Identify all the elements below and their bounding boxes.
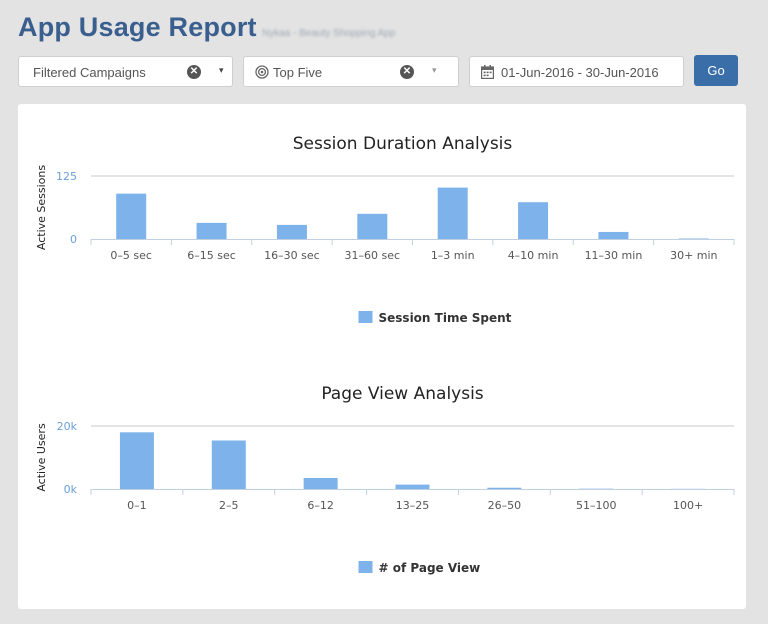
x-tick-label: 13–25 bbox=[396, 499, 430, 512]
y-axis-label: Active Users bbox=[35, 423, 48, 492]
page-title: App Usage Report bbox=[18, 12, 257, 42]
date-range-input[interactable]: 01-Jun-2016 - 30-Jun-2016 bbox=[469, 56, 684, 87]
bar bbox=[357, 213, 388, 239]
x-tick-label: 100+ bbox=[673, 499, 703, 512]
bar bbox=[598, 231, 629, 239]
clear-icon[interactable]: ✕ bbox=[400, 65, 414, 79]
x-tick-label: 11–30 min bbox=[585, 249, 643, 262]
go-button[interactable]: Go bbox=[694, 55, 738, 86]
x-tick-label: 51–100 bbox=[576, 499, 617, 512]
bar bbox=[196, 222, 227, 239]
top-filter-select[interactable]: Top Five ✕ ▾ bbox=[243, 56, 459, 87]
bar bbox=[518, 202, 549, 239]
campaign-filter-value: Filtered Campaigns bbox=[33, 65, 146, 80]
bar bbox=[276, 224, 307, 239]
x-tick-label: 30+ min bbox=[670, 249, 717, 262]
y-tick-label: 125 bbox=[56, 170, 77, 183]
calendar-icon bbox=[481, 65, 494, 79]
legend-swatch bbox=[358, 311, 373, 323]
charts-svg: Session Duration Analysis 0 125 Active Sess… bbox=[35, 134, 735, 575]
legend-swatch bbox=[358, 561, 373, 573]
x-tick-label: 6–15 sec bbox=[187, 249, 236, 262]
x-tick-label: 6–12 bbox=[307, 499, 334, 512]
chart-title: Session Duration Analysis bbox=[293, 134, 513, 154]
clear-icon[interactable]: ✕ bbox=[187, 65, 201, 79]
x-tick-label: 0–5 sec bbox=[110, 249, 152, 262]
bar bbox=[303, 477, 338, 489]
bar bbox=[437, 187, 468, 239]
app-name-subtitle: Nykaa - Beauty Shopping App bbox=[262, 28, 396, 39]
campaign-filter-select[interactable]: Filtered Campaigns ✕ ▾ bbox=[18, 56, 233, 87]
x-tick-label: 0–1 bbox=[127, 499, 147, 512]
chart-title: Page View Analysis bbox=[321, 384, 483, 404]
legend-label: Session Time Spent bbox=[379, 311, 512, 325]
y-tick-label: 20k bbox=[57, 420, 78, 433]
legend-label: # of Page View bbox=[379, 561, 481, 575]
bar bbox=[116, 193, 147, 239]
top-filter-value: Top Five bbox=[273, 65, 323, 80]
bar bbox=[211, 440, 246, 489]
x-tick-label: 16–30 sec bbox=[264, 249, 320, 262]
date-range-value: 01-Jun-2016 - 30-Jun-2016 bbox=[501, 65, 659, 80]
x-tick-label: 4–10 min bbox=[508, 249, 559, 262]
x-tick-label: 1–3 min bbox=[431, 249, 475, 262]
bar bbox=[487, 487, 522, 489]
y-tick-label: 0 bbox=[70, 233, 77, 246]
bar bbox=[119, 432, 154, 489]
bar bbox=[678, 238, 709, 239]
y-tick-label: 0k bbox=[64, 483, 78, 496]
target-icon bbox=[255, 65, 269, 79]
x-tick-label: 26–50 bbox=[488, 499, 522, 512]
chevron-down-icon[interactable]: ▾ bbox=[432, 65, 437, 75]
x-tick-label: 31–60 sec bbox=[345, 249, 401, 262]
y-axis-label: Active Sessions bbox=[35, 165, 48, 250]
chevron-down-icon[interactable]: ▾ bbox=[219, 65, 224, 75]
bar bbox=[395, 484, 430, 489]
charts-panel: Session Duration Analysis 0 125 Active Sess… bbox=[18, 104, 746, 609]
x-tick-label: 2–5 bbox=[219, 499, 239, 512]
